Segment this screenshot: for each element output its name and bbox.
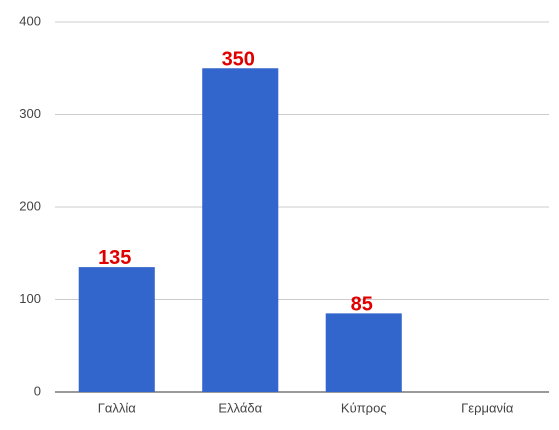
bar [78,267,155,392]
y-tick-label: 400 [19,13,41,28]
y-tick-label: 0 [34,383,41,398]
data-label: 85 [351,293,373,315]
data-label: 350 [222,48,255,70]
y-tick-label: 300 [19,106,41,121]
x-tick-label: Κύπρος [341,400,387,415]
x-tick-label: Γερμανία [461,400,514,415]
x-tick-label: Ελλάδα [218,400,262,415]
bar [325,313,402,392]
x-tick-label: Γαλλία [98,400,137,415]
data-label: 135 [98,247,131,269]
y-tick-label: 100 [19,291,41,306]
y-tick-label: 200 [19,198,41,213]
bar [202,68,279,392]
